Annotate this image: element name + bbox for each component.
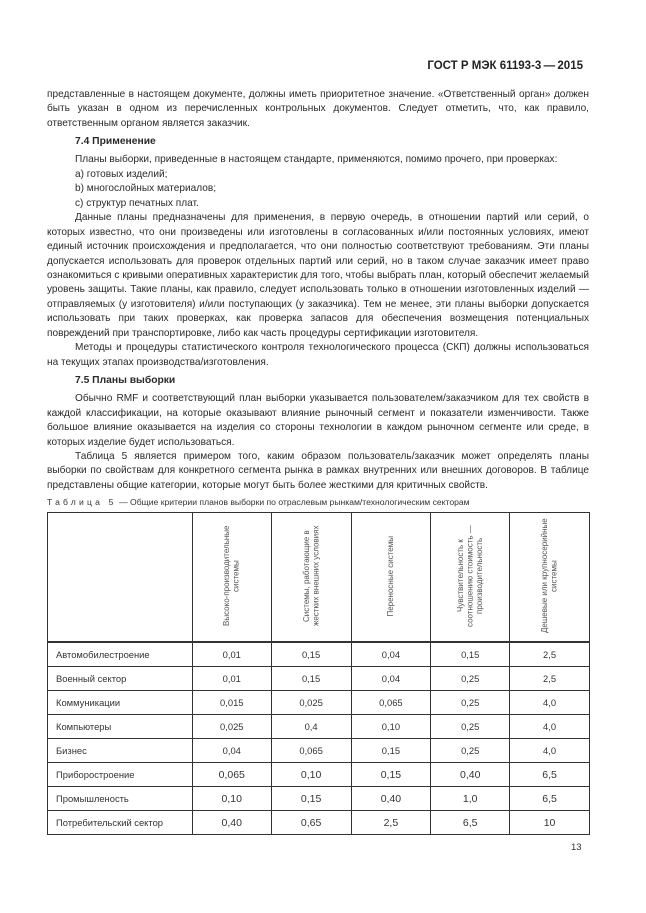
- table-cell: 0,01: [191, 666, 272, 691]
- table-row: Приборостроение 0,065 0,10 0,15 0,40 6,5: [47, 762, 590, 787]
- section-7-5-paragraph: Таблица 5 является примером того, каким …: [47, 450, 589, 491]
- table-cell: 0,40: [430, 762, 511, 787]
- list-item: a) готовых изделий;: [75, 168, 168, 180]
- document-id: ГОСТ Р МЭК 61193-3 — 2015: [427, 60, 583, 72]
- table-cell: 0,40: [191, 810, 272, 835]
- table-caption: Таблица 5 — Общие критерии планов выборк…: [47, 497, 470, 507]
- table-header-cell: Высоко-производительные системы: [191, 512, 272, 643]
- table-cell: 1,0: [430, 786, 511, 811]
- table-row: Коммуникации 0,015 0,025 0,065 0,25 4,0: [47, 690, 590, 715]
- table-row: Автомобилестроение 0,01 0,15 0,04 0,15 2,5: [47, 641, 590, 667]
- table-cell: 0,065: [191, 762, 272, 787]
- table-header-cell: Чувствительность к соотношению стоимость…: [430, 512, 511, 643]
- table-cell: 0,065: [350, 690, 432, 715]
- table-cell: 0,15: [430, 641, 511, 667]
- table-cell: 0,15: [350, 762, 432, 787]
- table-cell: 4,0: [509, 738, 590, 763]
- table-cell: 6,5: [509, 786, 590, 811]
- intro-paragraph: представленные в настоящем документе, до…: [47, 89, 589, 129]
- row-label: Бизнес: [47, 738, 193, 763]
- section-7-4-paragraph: Методы и процедуры статистического контр…: [47, 342, 589, 368]
- table-cell: 0,15: [270, 641, 352, 667]
- page-number: 13: [571, 842, 582, 853]
- table-cell: 0,65: [270, 810, 352, 835]
- table-cell: 0,025: [191, 714, 272, 739]
- table-cell: 2,5: [509, 666, 590, 691]
- row-label: Автомобилестроение: [47, 641, 193, 667]
- table-cell: 6,5: [430, 810, 511, 835]
- table-cell: 0,15: [270, 786, 352, 811]
- sampling-criteria-table: Высоко-производительные системы Системы,…: [47, 512, 590, 835]
- table-cell: 6,5: [509, 762, 590, 787]
- section-7-4-title: 7.4 Применение: [75, 136, 156, 148]
- section-7-5-title: 7.5 Планы выборки: [75, 375, 176, 387]
- section-7-4-paragraph: Данные планы предназначены для применени…: [47, 212, 589, 339]
- table-row: Бизнес 0,04 0,065 0,15 0,25 4,0: [47, 738, 590, 763]
- table-cell: 0,25: [430, 714, 511, 739]
- table-cell: 0,10: [270, 762, 352, 787]
- table-cell: 0,10: [350, 714, 432, 739]
- row-label: Военный сектор: [47, 666, 193, 691]
- table-cell: 0,01: [191, 641, 272, 667]
- table-header-cell: Системы, работающие в жестких внешних ус…: [270, 512, 352, 643]
- table-header-cell: Дешевые или крупносерийные системы: [509, 512, 590, 643]
- table-cell: 0,025: [270, 690, 352, 715]
- table-row: Компьютеры 0,025 0,4 0,10 0,25 4,0: [47, 714, 590, 739]
- table-cell: 0,25: [430, 666, 511, 691]
- row-label: Приборостроение: [47, 762, 193, 787]
- table-cell: 0,065: [270, 738, 352, 763]
- table-cell: 0,15: [270, 666, 352, 691]
- table-cell: 0,10: [191, 786, 272, 811]
- table-row: Военный сектор 0,01 0,15 0,04 0,25 2,5: [47, 666, 590, 691]
- table-cell: 0,40: [350, 786, 432, 811]
- table-cell: 0,25: [430, 738, 511, 763]
- table-cell: 0,4: [270, 714, 352, 739]
- table-cell: 0,15: [350, 738, 432, 763]
- row-label: Коммуникации: [47, 690, 193, 715]
- section-7-5-paragraph: Обычно RMF и соответствующий план выборк…: [47, 393, 589, 448]
- table-header-cell: Переносные системы: [350, 512, 432, 643]
- list-item: c) структур печатных плат.: [75, 197, 199, 209]
- table-header-row: Высоко-производительные системы Системы,…: [47, 512, 590, 643]
- table-cell: 4,0: [509, 690, 590, 715]
- table-row: Промышленость 0,10 0,15 0,40 1,0 6,5: [47, 786, 590, 811]
- table-cell: 0,25: [430, 690, 511, 715]
- table-row: Потребительский сектор 0,40 0,65 2,5 6,5 10: [47, 810, 590, 835]
- table-cell: 10: [509, 810, 590, 835]
- row-label: Компьютеры: [47, 714, 193, 739]
- row-label: Потребительский сектор: [47, 810, 193, 835]
- table-cell: 0,015: [191, 690, 272, 715]
- table-cell: 2,5: [509, 641, 590, 667]
- table-cell: 0,04: [191, 738, 272, 763]
- table-header-empty: [47, 512, 193, 643]
- table-caption-text: — Общие критерии планов выборки по отрас…: [119, 497, 470, 507]
- page-body: представленные в настоящем документе, до…: [47, 88, 589, 493]
- table-cell: 0,04: [350, 641, 432, 667]
- row-label: Промышленость: [47, 786, 193, 811]
- table-caption-label: Таблица 5: [47, 497, 117, 507]
- section-7-4-lead: Планы выборки, приведенные в настоящем с…: [75, 154, 558, 166]
- list-item: b) многослойных материалов;: [75, 183, 217, 195]
- table-cell: 4,0: [509, 714, 590, 739]
- table-cell: 0,04: [350, 666, 432, 691]
- table-cell: 2,5: [350, 810, 432, 835]
